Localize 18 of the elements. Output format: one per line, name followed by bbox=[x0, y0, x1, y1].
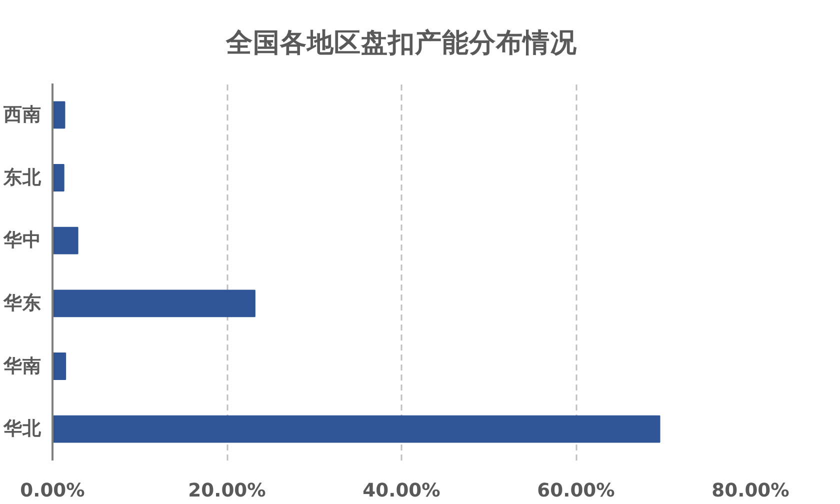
x-tick-label: 0.00% bbox=[20, 480, 86, 502]
y-tick-label: 西南 bbox=[2, 103, 42, 126]
bar bbox=[52, 164, 64, 192]
x-tick-label: 60.00% bbox=[537, 480, 616, 502]
chart-title: 全国各地区盘扣产能分布情况 bbox=[225, 28, 578, 58]
x-tick-label: 40.00% bbox=[362, 480, 441, 502]
y-tick-label: 华东 bbox=[2, 292, 42, 314]
x-tick-label: 80.00% bbox=[712, 480, 790, 502]
bar bbox=[52, 352, 66, 380]
y-tick-label: 华南 bbox=[2, 354, 42, 377]
bar bbox=[52, 101, 66, 129]
bar bbox=[52, 226, 78, 254]
y-tick-label: 东北 bbox=[2, 166, 42, 188]
y-tick-label: 华北 bbox=[2, 418, 42, 440]
x-tick-label: 20.00% bbox=[188, 480, 266, 502]
bar bbox=[52, 290, 256, 318]
bar bbox=[52, 415, 660, 443]
y-tick-label: 华中 bbox=[2, 229, 42, 252]
